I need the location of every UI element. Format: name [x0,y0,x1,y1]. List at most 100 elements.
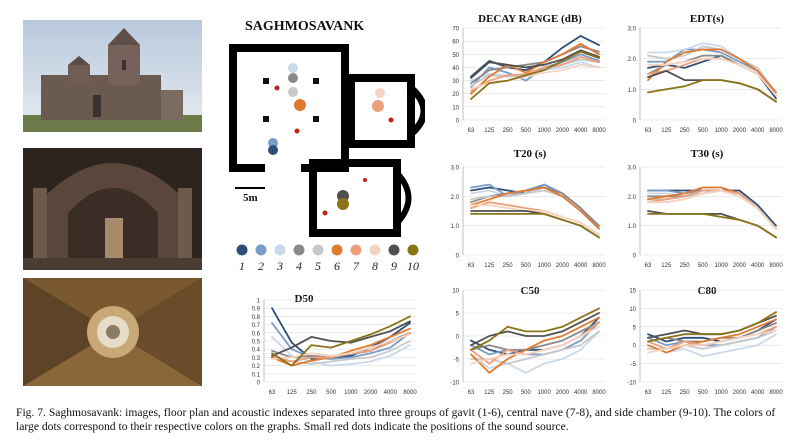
y-tick-label: 0.1 [252,372,261,378]
floor-plan: SAGHMOSAVANK 5m [225,8,428,278]
legend-label: 3 [276,259,283,273]
x-tick-label: 2000 [733,263,747,269]
x-tick-label: 2000 [556,390,570,396]
legend-label: 9 [391,259,397,273]
chart-c50: C50 -10 -5 0 5 10 63 125 250 500 1000 2000 4000 8000 [450,285,606,396]
chart-c80: C80 -10 -5 0 5 10 15 63 125 250 500 1000 2000 4000 800… [627,285,783,396]
series-line [470,321,600,356]
x-tick-label: 250 [680,390,691,396]
chart-title: T30 (s) [691,148,724,160]
x-tick-label: 2000 [733,128,747,134]
series-line [647,57,777,97]
x-tick-label: 500 [521,128,532,134]
y-tick-label: 1 [257,299,261,305]
x-tick-label: 125 [661,263,672,269]
legend-dot [255,244,267,256]
legend-label: 10 [407,259,419,273]
church-interior-image [23,148,202,270]
x-tick-label: 63 [645,263,652,269]
series-line [271,315,411,367]
chart-title: EDT(s) [690,13,725,25]
photo-interior [23,148,202,270]
y-tick-label: 0.2 [252,364,261,370]
legend-dot [388,244,400,256]
series-line [470,321,600,351]
y-tick-label: -10 [627,381,636,387]
x-tick-label: 1000 [537,263,551,269]
y-tick-label: -5 [631,362,637,368]
y-tick-label: 2.0 [628,57,637,63]
chart-title: C50 [521,285,540,297]
y-tick-label: 10 [629,307,636,313]
legend-label: 7 [353,259,360,273]
series-line [647,329,777,354]
series-line [470,312,600,347]
series-line [470,45,600,85]
scale-label: 5m [243,192,258,204]
series-line [271,333,411,360]
chart-title: T20 (s) [514,148,547,160]
x-tick-label: 8000 [592,390,606,396]
y-tick-label: 1.0 [451,224,460,230]
y-tick-label: 5 [633,325,637,331]
x-tick-label: 125 [661,390,672,396]
x-tick-label: 1000 [714,263,728,269]
x-tick-label: 250 [306,390,317,396]
x-tick-label: 500 [698,390,709,396]
series-line [647,189,777,230]
y-tick-label: 10 [452,105,459,111]
x-tick-label: 63 [468,390,475,396]
x-tick-label: 2000 [556,128,570,134]
y-tick-label: 3.0 [451,166,460,172]
x-tick-label: 4000 [384,390,398,396]
x-tick-label: 1000 [714,128,728,134]
x-tick-label: 2000 [364,390,378,396]
x-tick-label: 4000 [751,128,765,134]
x-tick-label: 4000 [751,390,765,396]
series-line [271,320,411,357]
legend-dot [236,244,248,256]
y-tick-label: 0 [257,381,261,387]
y-tick-label: 1.0 [628,88,637,94]
floor-plan-drawing: SAGHMOSAVANK 5m [229,19,428,237]
series-line [647,45,777,97]
x-tick-label: 500 [326,390,337,396]
y-tick-label: 0 [456,335,460,341]
y-tick-label: 3.0 [628,166,637,172]
x-tick-label: 63 [468,128,475,134]
series-line [470,213,600,239]
series-line [470,42,600,95]
y-tick-label: 10 [452,289,459,295]
y-tick-label: 0.6 [252,331,261,337]
chart-t30: T30 (s) 0 1.0 2.0 3.0 63 125 250 500 1000 2000 4000… [628,148,784,269]
series-line [470,204,600,236]
y-tick-label: 1.0 [628,224,637,230]
x-tick-label: 8000 [403,390,417,396]
series-line [647,213,777,239]
legend-label: 6 [334,259,340,273]
series-line [647,79,777,103]
side-chamber-outline [309,159,401,237]
nave-outline [347,74,415,148]
x-tick-label: 500 [521,390,532,396]
x-tick-label: 2000 [556,263,570,269]
x-tick-label: 250 [503,390,514,396]
series-line [470,50,600,100]
legend-label: 5 [315,259,321,273]
chart-t20: T20 (s) 0 1.0 2.0 3.0 63 125 250 500 1000 2000 4000… [451,148,607,269]
legend-label: 4 [296,259,302,273]
x-tick-label: 8000 [592,263,606,269]
series-line [647,70,777,103]
series-line [470,330,600,374]
x-tick-label: 1000 [714,390,728,396]
series-line [470,330,600,365]
y-tick-label: 50 [452,53,459,59]
legend-dot [407,244,419,256]
x-tick-label: 250 [503,263,514,269]
chart-title: DECAY RANGE (dB) [478,13,582,25]
x-tick-label: 125 [661,128,672,134]
x-tick-label: 63 [645,128,652,134]
y-tick-label: 0 [633,254,637,260]
chart-title: C80 [698,285,717,297]
x-tick-label: 63 [468,263,475,269]
